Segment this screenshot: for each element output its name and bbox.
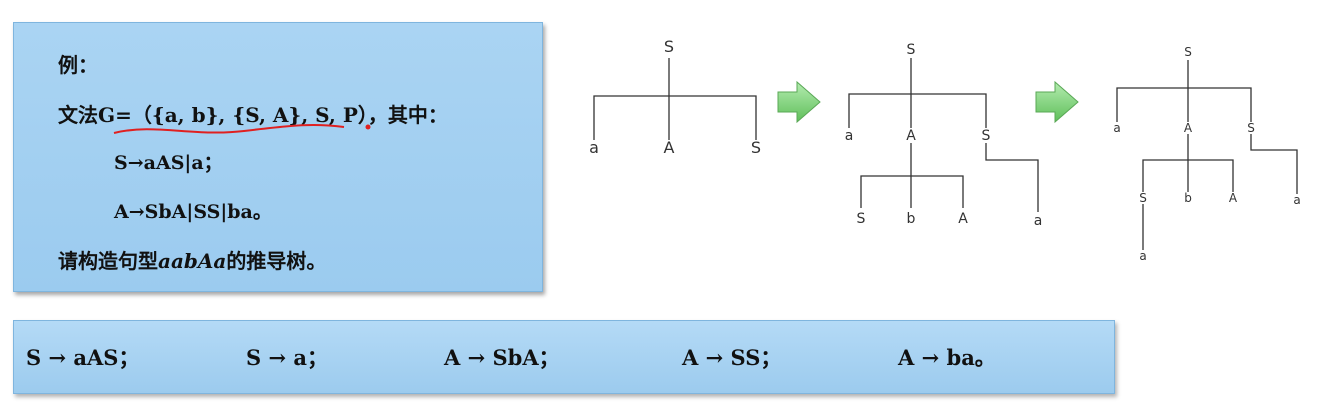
tree2-leaf-A: A — [958, 211, 968, 227]
task-prefix: 请构造句型 — [58, 249, 158, 273]
tree2-node-S: S — [982, 128, 991, 144]
tree3-leaf-a: a — [1113, 121, 1120, 135]
tree3-leaf-a3: a — [1139, 249, 1146, 263]
tree2-leaf-b: b — [907, 211, 916, 227]
derivation-trees: S a A S S a A S S b A a S a A S S b A a … — [589, 37, 1301, 263]
grammar-definition: 文法G=（{a, b}, {S, A}, S, P），其中： — [58, 103, 448, 127]
tree2-leaf-a2: a — [1034, 213, 1043, 229]
tree1-root: S — [664, 37, 674, 56]
arrow-right-icon — [1035, 80, 1079, 124]
productions-box: S → aAS； S → a； A → SbA； A → SS； A → ba。 — [13, 320, 1115, 394]
tree3-root: S — [1184, 45, 1192, 59]
production-s: S→aAS|a； — [114, 152, 223, 174]
tree3-node-S2: S — [1139, 191, 1147, 205]
tree3-leaf-a2: a — [1293, 193, 1300, 207]
arrow-right-icon — [777, 80, 821, 124]
tree1-leaf-S: S — [751, 138, 761, 157]
rule-a-SS: A → SS； — [682, 345, 782, 370]
tree3-leaf-A: A — [1229, 191, 1238, 205]
rule-s-aAS: S → aAS； — [26, 345, 140, 370]
tree2-node-A: A — [906, 128, 916, 144]
tree3-leaf-b: b — [1184, 191, 1192, 205]
tree3-node-S: S — [1247, 121, 1255, 135]
tree2-leaf-a: a — [845, 128, 854, 144]
task-sentence: aabAa — [158, 249, 227, 273]
tree2-leaf-S: S — [857, 211, 866, 227]
example-label: 例： — [58, 53, 98, 77]
rule-a-SbA: A → SbA； — [444, 345, 560, 370]
production-a: A→SbA|SS|ba。 — [114, 201, 272, 223]
task-suffix: 的推导树。 — [226, 249, 327, 273]
task-text: 请构造句型aabAa的推导树。 — [58, 245, 326, 274]
tree3-node-A: A — [1184, 121, 1193, 135]
tree2-root: S — [907, 42, 916, 58]
rule-a-ba: A → ba。 — [898, 345, 996, 370]
rule-s-a: S → a； — [246, 345, 328, 370]
tree1-leaf-a: a — [589, 138, 599, 157]
tree1-leaf-A: A — [664, 138, 675, 157]
